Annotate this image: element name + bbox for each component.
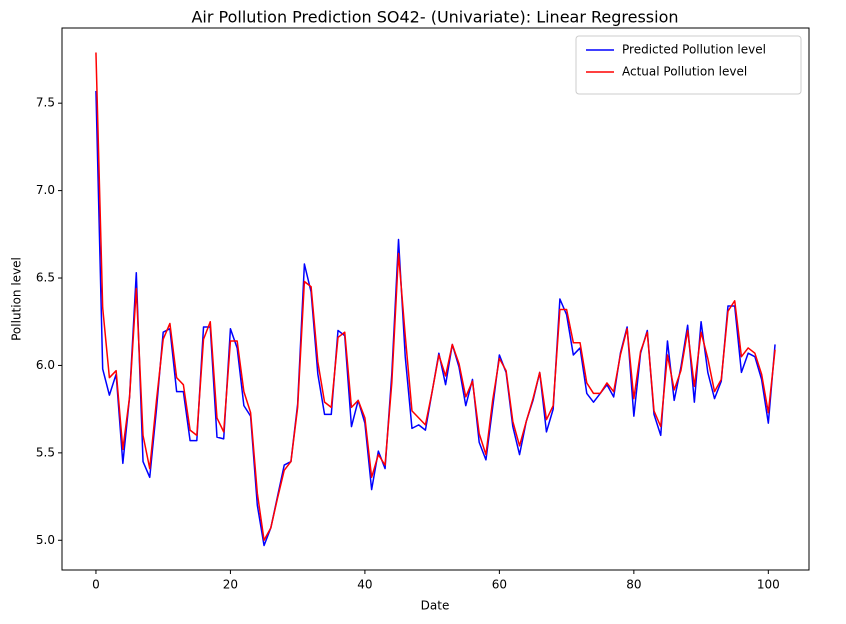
chart-title: Air Pollution Prediction SO42- (Univaria…	[191, 8, 678, 27]
x-tick-label: 60	[492, 578, 507, 592]
series-line	[95, 52, 776, 542]
x-tick-label: 100	[757, 578, 780, 592]
y-tick-label: 5.0	[36, 533, 55, 547]
x-tick-label: 0	[92, 578, 100, 592]
legend-box	[575, 35, 802, 95]
y-tick-label: 7.0	[36, 183, 55, 197]
y-axis-label: Pollution level	[10, 257, 24, 341]
plot-frame	[61, 27, 810, 571]
y-tick-label: 6.0	[36, 358, 55, 372]
y-tick-label: 7.5	[36, 96, 55, 110]
legend-label: Actual Pollution level	[622, 65, 747, 79]
x-tick-label: 40	[357, 578, 372, 592]
x-axis-label: Date	[421, 599, 450, 613]
legend-label: Predicted Pollution level	[622, 43, 766, 57]
x-tick-label: 80	[626, 578, 641, 592]
y-tick-label: 6.5	[36, 271, 55, 285]
x-tick-label: 20	[223, 578, 238, 592]
y-tick-label: 5.5	[36, 445, 55, 459]
